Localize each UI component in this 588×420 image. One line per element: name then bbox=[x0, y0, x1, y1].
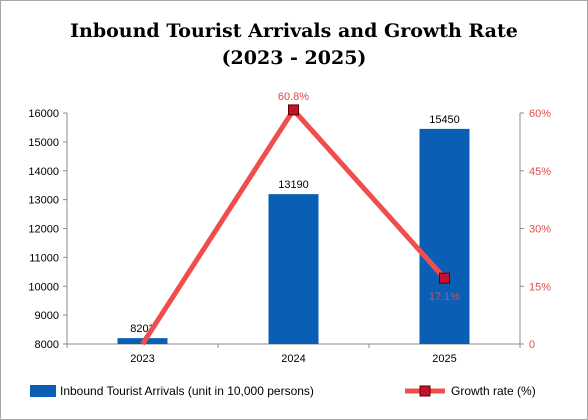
left-tick-label: 13000 bbox=[28, 195, 59, 207]
growth-rate-point bbox=[439, 272, 450, 284]
right-tick-label: 15% bbox=[529, 281, 551, 293]
left-tick-label: 8000 bbox=[35, 339, 59, 351]
bar bbox=[419, 128, 470, 344]
x-tick-label: 2024 bbox=[281, 353, 305, 365]
left-tick-label: 12000 bbox=[28, 224, 59, 236]
legend-swatch-bars bbox=[30, 385, 56, 397]
growth-rate-label: 17.1% bbox=[429, 291, 460, 303]
chart-title-line1: Inbound Tourist Arrivals and Growth Rate bbox=[70, 20, 518, 42]
right-tick-label: 0 bbox=[529, 339, 535, 351]
x-tick-label: 2025 bbox=[432, 353, 456, 365]
left-tick-label: 10000 bbox=[28, 281, 59, 293]
growth-rate-label: 60.8% bbox=[278, 91, 309, 103]
chart-title-line2: (2023 - 2025) bbox=[221, 47, 367, 69]
legend-label-line: Growth rate (%) bbox=[451, 384, 536, 398]
right-tick-label: 60% bbox=[529, 108, 551, 120]
right-tick-label: 45% bbox=[529, 166, 551, 178]
chart-title: Inbound Tourist Arrivals and Growth Rate… bbox=[0, 18, 588, 72]
bar-value-label: 13190 bbox=[278, 179, 309, 191]
left-tick-label: 15000 bbox=[28, 137, 59, 149]
growth-rate-point bbox=[288, 104, 299, 116]
left-tick-label: 14000 bbox=[28, 166, 59, 178]
x-tick-label: 2023 bbox=[130, 353, 154, 365]
bar bbox=[268, 194, 319, 344]
left-tick-label: 16000 bbox=[28, 108, 59, 120]
left-tick-label: 9000 bbox=[35, 310, 59, 322]
legend-swatch-marker bbox=[419, 385, 431, 397]
legend-label-bars: Inbound Tourist Arrivals (unit in 10,000… bbox=[60, 384, 314, 398]
right-tick-label: 30% bbox=[529, 224, 551, 236]
bar-value-label: 15450 bbox=[429, 114, 460, 126]
left-tick-label: 11000 bbox=[29, 252, 59, 264]
